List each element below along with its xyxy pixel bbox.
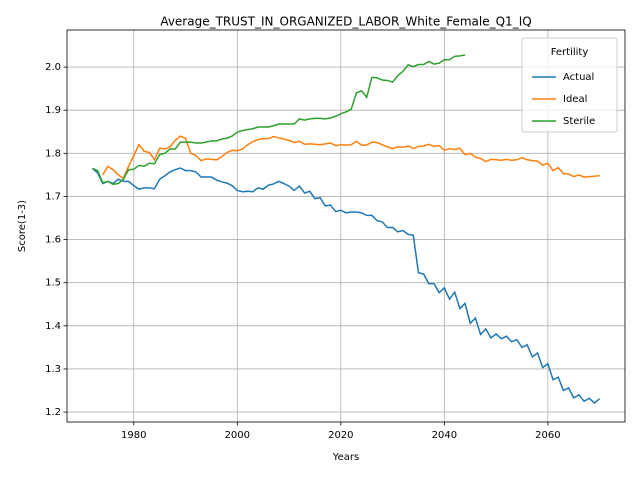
y-tick-label: 1.4 bbox=[45, 321, 61, 332]
y-tick-label: 1.8 bbox=[45, 148, 61, 159]
data-line bbox=[92, 54, 466, 186]
legend-title: Fertility bbox=[551, 47, 589, 58]
x-tick-label: 2020 bbox=[328, 430, 353, 441]
y-tick-label: 1.5 bbox=[45, 278, 61, 289]
y-tick-label: 1.9 bbox=[45, 105, 61, 116]
chart-title: Average_TRUST_IN_ORGANIZED_LABOR_White_F… bbox=[160, 15, 531, 29]
data-line bbox=[91, 167, 601, 405]
x-axis-label: Years bbox=[332, 452, 359, 463]
x-tick-label: 2000 bbox=[225, 430, 250, 441]
x-tick-label: 2040 bbox=[432, 430, 457, 441]
y-axis-label: Score(1-3) bbox=[17, 200, 28, 252]
data-line bbox=[102, 135, 600, 180]
y-tick-label: 1.7 bbox=[45, 191, 61, 202]
x-tick-label: 2060 bbox=[535, 430, 560, 441]
legend-label: Sterile bbox=[563, 116, 595, 127]
y-tick-label: 2.0 bbox=[45, 62, 61, 73]
legend-label: Actual bbox=[563, 72, 594, 83]
legend-label: Ideal bbox=[563, 94, 587, 105]
y-tick-label: 1.2 bbox=[45, 407, 61, 418]
y-tick-label: 1.6 bbox=[45, 235, 61, 246]
y-tick-label: 1.3 bbox=[45, 364, 61, 375]
x-tick-label: 1980 bbox=[121, 430, 146, 441]
plot-frame bbox=[66, 29, 626, 423]
legend-box bbox=[521, 37, 618, 133]
